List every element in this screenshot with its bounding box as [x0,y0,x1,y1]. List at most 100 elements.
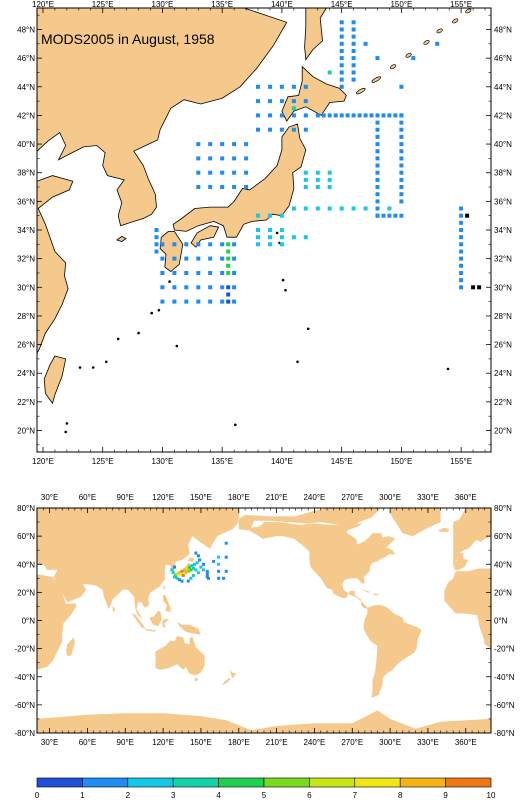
obs-cell [381,213,386,218]
obs-cell [387,213,392,218]
global-lon-label-top: 330°E [417,493,439,502]
obs-cell [435,41,440,46]
obs-cell [279,228,284,232]
global-lon-label-bottom: 300°E [379,738,401,747]
obs-cell [244,142,249,147]
obs-cell [375,156,380,161]
obs-cell [179,572,183,576]
global-lon-label-top: 150°E [190,493,212,502]
regional-lat-label-left: 36°N [17,197,35,206]
land-java [145,628,156,632]
regional-lat-label-left: 32°N [17,255,35,264]
obs-cell [303,113,308,118]
obs-cell [465,213,470,218]
obs-cell [291,113,296,118]
regional-lat-label-right: 38°N [494,169,512,178]
land-uk [457,538,465,551]
global-lon-label-bottom: 60°E [79,738,96,747]
global-lon-label-top: 180°E [228,493,250,502]
obs-cell [208,170,213,175]
obs-cell [180,579,184,583]
global-lat-label-left: -80°N [14,729,35,738]
obs-cell [459,285,464,290]
obs-cell [202,562,205,566]
global-lon-label-bottom: 360°E [455,738,477,747]
obs-cell [172,299,177,304]
obs-cell [202,568,205,572]
land-small-island [446,367,450,371]
obs-cell [471,285,476,290]
obs-cell [208,185,213,189]
obs-cell [459,256,464,261]
land-shikoku [190,225,220,248]
land-srilanka [112,606,116,613]
obs-cell [268,84,272,89]
obs-cell [339,84,344,89]
obs-cell [256,235,260,240]
land-europe-west [453,508,491,569]
obs-cell [399,177,404,182]
obs-cell [387,113,392,118]
obs-cell [291,84,296,89]
obs-cell [194,551,198,555]
obs-cell [220,242,225,247]
obs-cell [351,34,356,39]
land-small-island [150,311,153,315]
obs-cell [232,285,237,290]
obs-cell [303,185,308,189]
obs-cell [339,206,344,211]
colorbar-label: 8 [398,791,403,800]
land-taiwan [43,355,67,405]
obs-cell [291,235,296,240]
land-south-america [363,605,422,698]
colorbar-segment [218,777,265,788]
obs-cell [180,569,184,573]
land-mainland-asia [37,8,288,227]
land-small-island [168,280,171,283]
land-iceland [438,527,450,532]
land-small-island [234,423,237,427]
regional-lat-label-right: 28°N [494,312,512,321]
global-lat-label-left: -40°N [14,673,35,682]
obs-cell [160,285,165,290]
global-lat-label-right: -80°N [494,729,515,738]
obs-cell [175,572,179,576]
regional-lon-label-top: 130°E [152,0,174,9]
obs-cell [160,299,165,304]
obs-cell [171,571,175,575]
obs-cell [190,564,194,568]
obs-cell [268,235,272,240]
obs-cell [232,142,237,147]
regional-lon-label-bottom: 125°E [92,457,114,466]
obs-cell [224,541,228,545]
obs-cell [339,34,344,39]
obs-cell [327,170,332,175]
regional-lon-label-bottom: 145°E [331,457,353,466]
obs-cell [232,185,237,189]
land-sulawesi [161,619,170,628]
obs-cell [363,206,368,211]
land-kyushu [159,231,184,273]
obs-cell [208,271,213,275]
obs-cell [256,99,260,104]
obs-cell [226,242,231,247]
obs-cell [339,70,344,75]
obs-cell [175,576,179,580]
obs-cell [193,562,197,566]
obs-cell [208,299,213,304]
obs-cell [351,20,356,25]
global-lat-label-left: 80°N [17,504,35,513]
land-small-island [64,430,67,434]
obs-cell [181,574,185,577]
land-newzealand-n [229,669,237,679]
obs-cell [279,84,284,89]
regional-lat-label-right: 30°N [494,283,512,292]
land-small-island [275,231,279,235]
obs-cell [226,271,231,275]
global-lat-label-right: 60°N [494,532,512,541]
obs-cell [339,77,344,82]
obs-cell [196,285,201,290]
obs-cell [315,113,320,118]
obs-cell [339,63,344,68]
regional-lat-label-right: 20°N [494,427,512,436]
